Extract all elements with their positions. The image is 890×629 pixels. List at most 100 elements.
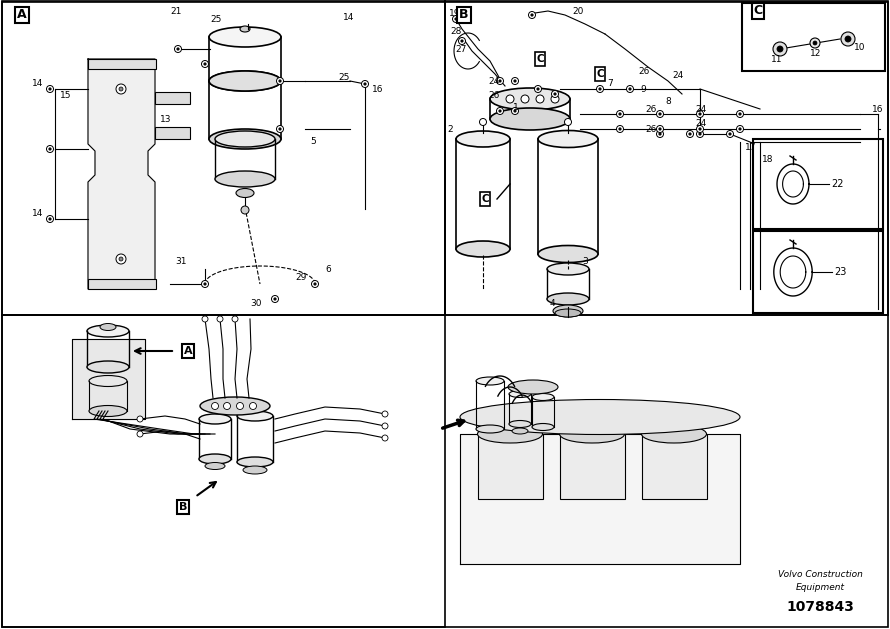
Text: 24: 24 bbox=[695, 104, 707, 113]
Circle shape bbox=[46, 86, 53, 92]
Text: 12: 12 bbox=[810, 48, 821, 57]
Circle shape bbox=[699, 113, 701, 115]
Ellipse shape bbox=[478, 425, 543, 443]
Circle shape bbox=[461, 40, 463, 42]
Circle shape bbox=[49, 218, 52, 220]
Ellipse shape bbox=[476, 425, 504, 433]
Text: 2: 2 bbox=[447, 125, 453, 133]
Circle shape bbox=[232, 316, 238, 322]
Circle shape bbox=[201, 281, 208, 287]
Ellipse shape bbox=[243, 466, 267, 474]
Circle shape bbox=[659, 113, 661, 115]
Circle shape bbox=[204, 283, 206, 285]
Circle shape bbox=[514, 80, 516, 82]
Text: 26: 26 bbox=[638, 67, 650, 75]
Circle shape bbox=[619, 113, 621, 115]
Circle shape bbox=[773, 42, 787, 56]
Text: 5: 5 bbox=[310, 138, 316, 147]
Circle shape bbox=[530, 14, 533, 16]
Circle shape bbox=[657, 111, 664, 118]
Ellipse shape bbox=[532, 423, 554, 430]
Circle shape bbox=[697, 126, 703, 133]
Circle shape bbox=[514, 110, 516, 112]
Bar bbox=[88, 279, 156, 289]
Ellipse shape bbox=[456, 241, 510, 257]
Circle shape bbox=[737, 111, 743, 118]
Circle shape bbox=[737, 126, 743, 133]
Text: 21: 21 bbox=[170, 6, 182, 16]
Text: 16: 16 bbox=[872, 104, 884, 113]
Text: A: A bbox=[183, 346, 192, 356]
Ellipse shape bbox=[560, 425, 625, 443]
Circle shape bbox=[813, 41, 817, 45]
Circle shape bbox=[455, 18, 457, 20]
Text: 4: 4 bbox=[550, 299, 555, 308]
Circle shape bbox=[497, 77, 504, 84]
Circle shape bbox=[596, 86, 603, 92]
Text: C: C bbox=[481, 194, 489, 204]
Circle shape bbox=[617, 111, 624, 118]
Ellipse shape bbox=[199, 414, 231, 424]
Text: 18: 18 bbox=[762, 155, 773, 164]
Bar bbox=[560, 434, 625, 499]
Circle shape bbox=[699, 128, 701, 130]
Circle shape bbox=[452, 16, 459, 23]
Circle shape bbox=[498, 110, 501, 112]
Text: C: C bbox=[536, 54, 544, 64]
Text: 11: 11 bbox=[771, 55, 782, 64]
Text: 30: 30 bbox=[250, 299, 262, 308]
Ellipse shape bbox=[555, 309, 581, 317]
Text: 24: 24 bbox=[672, 70, 684, 79]
Circle shape bbox=[845, 36, 851, 42]
Circle shape bbox=[498, 80, 501, 82]
Circle shape bbox=[657, 130, 664, 138]
Ellipse shape bbox=[209, 27, 281, 47]
Circle shape bbox=[564, 118, 571, 126]
Circle shape bbox=[382, 435, 388, 441]
Circle shape bbox=[279, 80, 281, 82]
Circle shape bbox=[46, 216, 53, 223]
Ellipse shape bbox=[460, 399, 740, 435]
Text: 14: 14 bbox=[32, 79, 44, 89]
Text: 29: 29 bbox=[295, 272, 306, 282]
Circle shape bbox=[529, 11, 536, 18]
Ellipse shape bbox=[205, 462, 225, 469]
Ellipse shape bbox=[215, 171, 275, 187]
Text: C: C bbox=[754, 4, 763, 18]
Circle shape bbox=[249, 403, 256, 409]
Ellipse shape bbox=[215, 131, 275, 147]
Text: 27: 27 bbox=[455, 45, 466, 53]
Text: 19: 19 bbox=[449, 9, 460, 18]
Ellipse shape bbox=[547, 293, 589, 305]
Text: B: B bbox=[459, 9, 469, 21]
Text: 7: 7 bbox=[607, 79, 612, 89]
Polygon shape bbox=[72, 339, 145, 419]
Text: 8: 8 bbox=[665, 96, 671, 106]
Text: 24: 24 bbox=[488, 77, 499, 86]
Text: 26: 26 bbox=[488, 91, 499, 99]
Circle shape bbox=[686, 130, 693, 138]
Text: 24: 24 bbox=[695, 120, 707, 128]
Bar bbox=[2, 315, 445, 627]
Text: 20: 20 bbox=[572, 8, 583, 16]
Text: 14: 14 bbox=[32, 209, 44, 218]
Circle shape bbox=[277, 77, 284, 84]
Circle shape bbox=[217, 316, 223, 322]
Circle shape bbox=[739, 113, 741, 115]
Circle shape bbox=[271, 296, 279, 303]
Circle shape bbox=[726, 130, 733, 138]
Circle shape bbox=[629, 88, 631, 90]
Ellipse shape bbox=[89, 376, 127, 386]
Bar bbox=[445, 1, 888, 315]
Circle shape bbox=[841, 32, 855, 46]
Circle shape bbox=[480, 118, 487, 126]
Ellipse shape bbox=[209, 71, 281, 91]
Ellipse shape bbox=[547, 263, 589, 275]
Circle shape bbox=[46, 145, 53, 152]
Circle shape bbox=[521, 95, 529, 103]
Circle shape bbox=[535, 86, 541, 92]
Circle shape bbox=[202, 316, 208, 322]
Circle shape bbox=[497, 108, 504, 114]
Circle shape bbox=[697, 111, 703, 118]
Text: B: B bbox=[179, 502, 187, 512]
